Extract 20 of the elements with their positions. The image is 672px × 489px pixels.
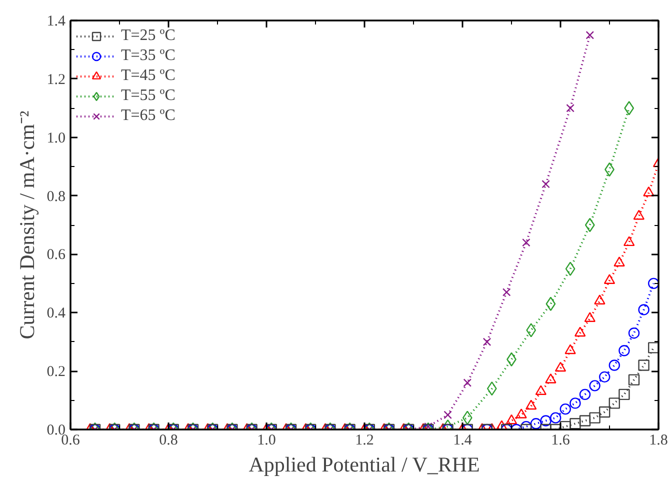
x-tick-label: 1.6 [551,432,570,448]
y-axis-title: Current Density / mA·cm⁻² [14,110,39,340]
x-axis-title: Applied Potential / V_RHE [248,452,480,476]
x-tick-label: 1.4 [453,432,472,448]
x-tick-label: 1.2 [355,432,374,448]
y-tick-label: 1.2 [46,72,66,88]
y-tick-label: 0.4 [46,306,66,322]
legend-label: T=25 ºC [121,27,176,45]
legend-label: T=55 ºC [121,87,176,105]
y-tick-label: 0.2 [46,364,66,380]
x-tick-label: 1.0 [257,432,276,448]
legend-label: T=45 ºC [121,67,176,85]
x-tick-label: 0.8 [159,432,178,448]
y-tick-label: 1.0 [46,130,66,146]
y-tick-label: 0.8 [46,188,66,205]
y-tick-label: 1.4 [46,14,66,30]
legend-label: T=65 ºC [121,107,176,125]
y-tick-label: 0.6 [46,247,66,264]
legend-label: T=35 ºC [121,47,176,65]
x-tick-label: 1.8 [649,432,668,448]
